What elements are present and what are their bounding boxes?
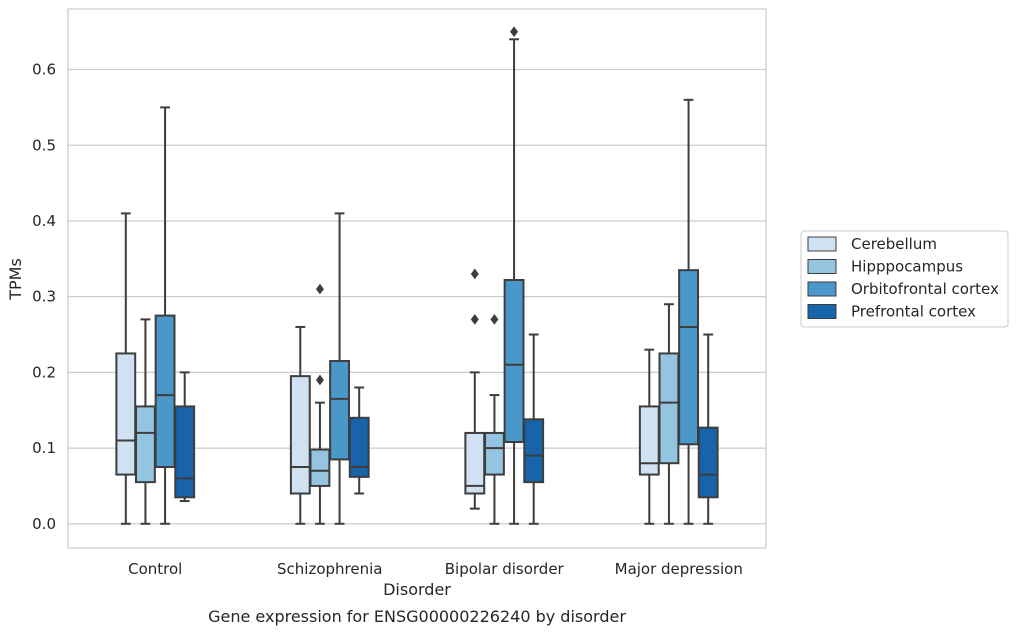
legend-label: Orbitofrontal cortex (851, 280, 999, 298)
box-iqr (523, 418, 545, 484)
legend-label: Prefrontal cortex (851, 303, 976, 321)
outlier-point (510, 26, 519, 38)
box-hipppocampus (309, 283, 331, 525)
x-tick-label: Schizophrenia (277, 560, 382, 578)
y-tick-label: 0.3 (32, 288, 56, 306)
x-tick-labels: Control Schizophrenia Bipolar disorder Majo… (128, 560, 743, 578)
box-iqr (309, 448, 331, 487)
x-tick-label: Control (128, 560, 182, 578)
box-iqr (174, 405, 196, 499)
outlier-point (315, 374, 324, 386)
box-hipppocampus (658, 303, 680, 525)
box-prefrontal-cortex (348, 386, 370, 495)
box-iqr (135, 405, 156, 484)
x-axis-label: Disorder (383, 580, 451, 599)
plot-frame (67, 8, 767, 549)
legend-frame (800, 230, 1009, 328)
box-iqr (289, 375, 311, 495)
box-iqr (154, 314, 176, 468)
y-tick-label: 0.6 (32, 61, 56, 79)
box-hipppocampus (484, 314, 505, 525)
legend: Cerebellum Hipppocampus Orbitofrontal cort… (800, 230, 1009, 328)
legend-label: Cerebellum (851, 235, 937, 253)
box-layer (115, 26, 719, 525)
box-orbitofrontal-cortex (503, 26, 525, 525)
box-cerebellum (638, 348, 660, 525)
outlier-point (490, 314, 499, 325)
box-orbitofrontal-cortex (329, 212, 350, 525)
box-orbitofrontal-cortex (678, 98, 699, 525)
y-tick-label: 0.4 (32, 212, 56, 230)
box-cerebellum (115, 212, 137, 525)
legend-label: Hipppocampus (851, 258, 963, 276)
box-prefrontal-cortex (523, 333, 545, 525)
legend-swatch (807, 259, 837, 274)
box-cerebellum (464, 268, 486, 510)
y-tick-label: 0.0 (32, 515, 56, 533)
y-axis-label: TPMs (6, 258, 25, 301)
outlier-point (470, 314, 479, 325)
box-iqr (464, 431, 486, 495)
chart-caption: Gene expression for ENSG00000226240 by d… (208, 607, 626, 626)
box-iqr (658, 352, 680, 465)
outlier-point (470, 268, 479, 280)
box-prefrontal-cortex (174, 371, 196, 503)
box-cerebellum (289, 325, 311, 525)
outlier-point (315, 283, 324, 295)
y-tick-label: 0.1 (32, 439, 56, 457)
box-iqr (115, 352, 137, 476)
box-hipppocampus (135, 318, 156, 525)
box-iqr (484, 431, 505, 476)
x-tick-label: Major depression (615, 560, 743, 578)
box-orbitofrontal-cortex (154, 106, 176, 525)
box-iqr (697, 426, 719, 499)
box-iqr (678, 269, 699, 446)
legend-swatch (807, 236, 837, 252)
y-tick-label: 0.2 (32, 363, 56, 381)
box-iqr (638, 405, 660, 476)
box-iqr (348, 416, 370, 478)
legend-swatch (807, 281, 837, 297)
box-iqr (329, 360, 350, 461)
x-tick-label: Bipolar disorder (445, 560, 565, 578)
y-tick-label: 0.5 (32, 136, 56, 154)
box-iqr (503, 279, 525, 444)
y-tick-labels: 0.0 0.1 0.2 0.3 0.4 0.5 0.6 (32, 61, 56, 533)
box-prefrontal-cortex (697, 333, 719, 525)
legend-items: Cerebellum Hipppocampus Orbitofrontal cort… (807, 235, 999, 321)
legend-swatch (807, 304, 837, 319)
